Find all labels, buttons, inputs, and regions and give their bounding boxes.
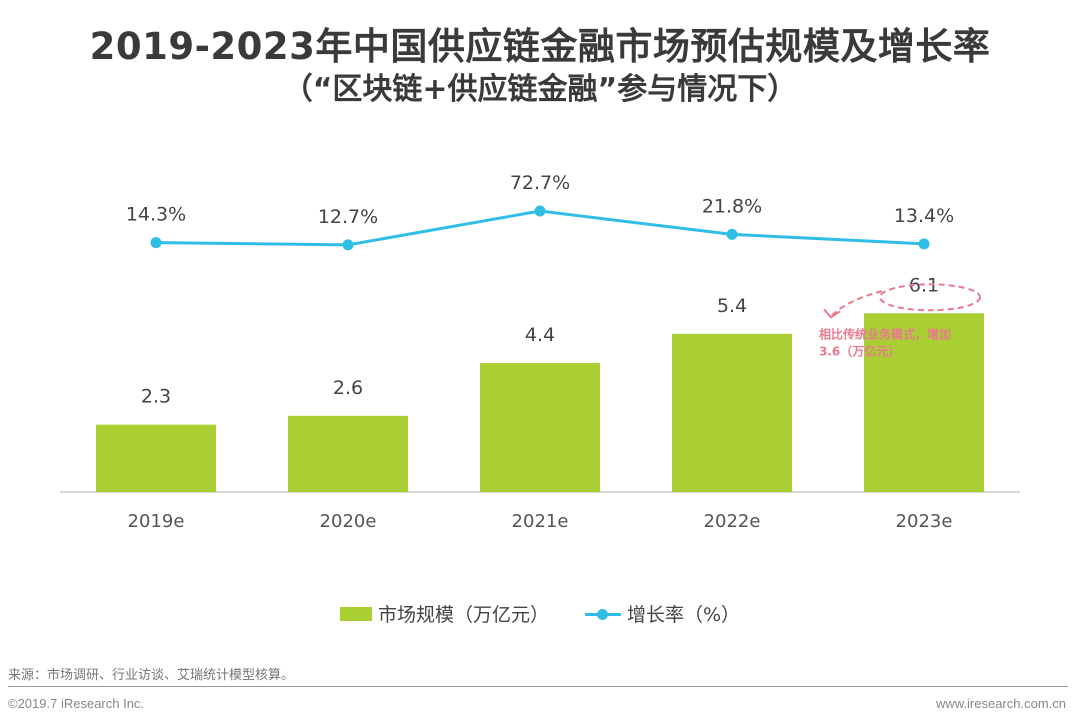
line-series [150,205,930,251]
growth-point-2020e [342,239,354,251]
chart-title: 2019-2023年中国供应链金融市场预估规模及增长率 [89,25,991,68]
chart-canvas: 2.3 2.64.45.46.1 2019e 2020e 2021e 2022e 2023… [60,172,1020,532]
bar-label-2021e: 4.4 [525,324,555,346]
copyright-text: ©2019.7 iResearch Inc. [8,696,145,711]
x-tick-2020e: 2020e [320,511,377,532]
annotation-arrow [831,290,883,316]
annotation-arrowhead-icon [823,308,841,319]
legend-label-market-size: 市场规模（万亿元） [377,604,549,626]
source-note: 来源：市场调研、行业访谈、艾瑞统计模型核算。 [8,668,295,683]
annotation: 相比传统业务模式，增加 3.6（万亿元） [819,283,981,358]
growth-point-2019e [150,237,162,249]
line-data-labels: 14.3% 12.7% 72.7% 21.8% 13.4% [126,172,954,228]
growth-label-2020e: 12.7% [318,206,378,228]
bar-2021e [480,363,600,492]
bar-2022e [672,333,792,492]
bar-series [96,313,984,492]
footer-divider [8,686,1068,687]
bar-2019e [96,424,216,492]
bar-label-2020e: 2.6 [333,377,363,399]
legend-label-growth-rate: 增长率（%） [626,604,741,626]
annotation-text-line1: 相比传统业务模式，增加 [819,326,951,341]
growth-point-2022e [726,228,738,240]
bar-label-2019e: 2.3 [141,386,171,408]
bar-2020e [288,415,408,492]
legend-item-market-size: 市场规模（万亿元） [339,600,549,627]
growth-label-2021e: 72.7% [510,172,570,194]
annotation-text-line2: 3.6（万亿元） [819,343,900,358]
bar-2023e [864,313,984,492]
website-link[interactable]: www.iresearch.com.cn [935,696,1066,711]
growth-label-2023e: 13.4% [894,205,954,227]
growth-label-2019e: 14.3% [126,204,186,226]
legend-item-growth-rate: 增长率（%） [584,600,741,627]
legend-line-marker-icon [584,607,621,621]
legend-bar-swatch-icon [339,606,372,621]
x-tick-2021e: 2021e [512,511,569,532]
annotation-ellipse [879,283,981,312]
x-tick-2023e: 2023e [896,511,953,532]
bar-label-2022e: 5.4 [717,295,747,317]
chart-subtitle: （“区块链+供应链金融”参与情况下） [282,72,798,107]
x-tick-2022e: 2022e [704,511,761,532]
growth-point-2021e [534,205,546,217]
growth-label-2022e: 21.8% [702,195,762,217]
growth-point-2023e [918,238,930,250]
legend: 市场规模（万亿元） 增长率（%） [0,600,1080,627]
x-tick-labels: 2019e 2020e 2021e 2022e 2023e [128,511,953,532]
x-tick-2019e: 2019e [128,511,185,532]
